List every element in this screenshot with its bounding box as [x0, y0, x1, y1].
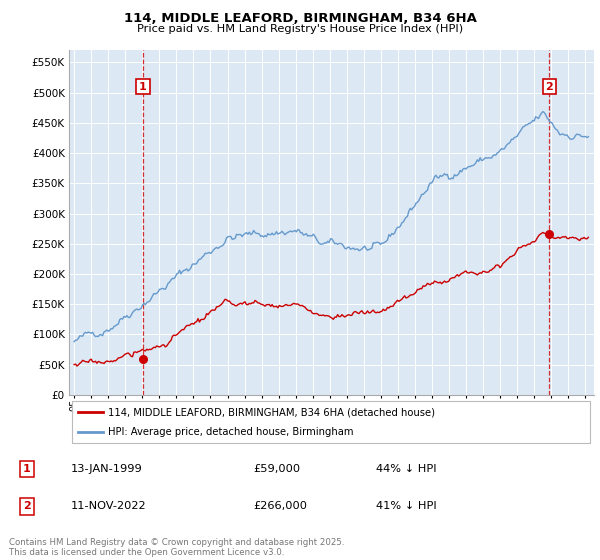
Text: Contains HM Land Registry data © Crown copyright and database right 2025.
This d: Contains HM Land Registry data © Crown c…: [9, 538, 344, 557]
Text: 11-NOV-2022: 11-NOV-2022: [71, 501, 146, 511]
Text: Price paid vs. HM Land Registry's House Price Index (HPI): Price paid vs. HM Land Registry's House …: [137, 24, 463, 34]
Text: 114, MIDDLE LEAFORD, BIRMINGHAM, B34 6HA: 114, MIDDLE LEAFORD, BIRMINGHAM, B34 6HA: [124, 12, 476, 25]
Text: £266,000: £266,000: [253, 501, 307, 511]
Text: £59,000: £59,000: [253, 464, 300, 474]
FancyBboxPatch shape: [71, 401, 590, 444]
Text: 2: 2: [545, 82, 553, 92]
Text: HPI: Average price, detached house, Birmingham: HPI: Average price, detached house, Birm…: [109, 427, 354, 437]
Text: 2: 2: [23, 501, 31, 511]
Text: 114, MIDDLE LEAFORD, BIRMINGHAM, B34 6HA (detached house): 114, MIDDLE LEAFORD, BIRMINGHAM, B34 6HA…: [109, 407, 436, 417]
Text: 41% ↓ HPI: 41% ↓ HPI: [376, 501, 437, 511]
Text: 44% ↓ HPI: 44% ↓ HPI: [376, 464, 437, 474]
Text: 1: 1: [139, 82, 147, 92]
Text: 1: 1: [23, 464, 31, 474]
Text: 13-JAN-1999: 13-JAN-1999: [71, 464, 142, 474]
